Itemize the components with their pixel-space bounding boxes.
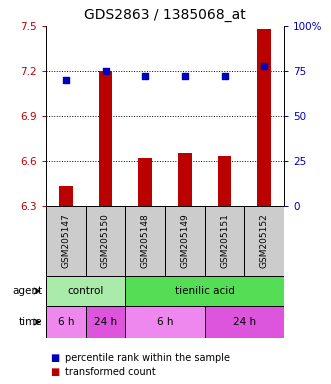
Bar (46, 306, 86, 338)
Text: GSM205147: GSM205147 (61, 214, 70, 268)
Point (261, 63, 267, 69)
Text: percentile rank within the sample: percentile rank within the sample (65, 353, 230, 363)
Text: ■: ■ (50, 353, 59, 363)
Point (103, 68, 108, 74)
Text: 6 h: 6 h (58, 317, 74, 327)
Bar (86, 206, 125, 276)
Bar (86, 306, 125, 338)
Text: GSM205149: GSM205149 (180, 214, 189, 268)
Bar (59, 187, 73, 206)
Bar (125, 276, 284, 306)
Text: GSM205148: GSM205148 (141, 214, 150, 268)
Text: ■: ■ (50, 367, 59, 377)
Text: time: time (19, 317, 43, 327)
Text: agent: agent (13, 286, 43, 296)
Text: 24 h: 24 h (233, 317, 256, 327)
Bar (46, 206, 86, 276)
Point (182, 73, 187, 79)
Bar (125, 306, 205, 338)
Point (63, 77, 69, 83)
Text: control: control (68, 286, 104, 296)
Bar (125, 206, 165, 276)
Text: 24 h: 24 h (94, 317, 117, 327)
Text: tienilic acid: tienilic acid (175, 286, 235, 296)
Bar (165, 206, 205, 276)
Bar (46, 276, 125, 306)
Point (143, 73, 148, 79)
Bar (205, 306, 284, 338)
Text: GSM205150: GSM205150 (101, 214, 110, 268)
Title: GDS2863 / 1385068_at: GDS2863 / 1385068_at (84, 8, 246, 22)
Bar (217, 157, 231, 206)
Text: transformed count: transformed count (65, 367, 156, 377)
Bar (138, 158, 152, 206)
Bar (244, 206, 284, 276)
Bar (99, 71, 113, 206)
Bar (178, 154, 192, 206)
Bar (205, 206, 244, 276)
Text: GSM205152: GSM205152 (260, 214, 269, 268)
Bar (257, 29, 271, 206)
Text: 6 h: 6 h (157, 317, 173, 327)
Text: GSM205151: GSM205151 (220, 214, 229, 268)
Point (222, 73, 227, 79)
